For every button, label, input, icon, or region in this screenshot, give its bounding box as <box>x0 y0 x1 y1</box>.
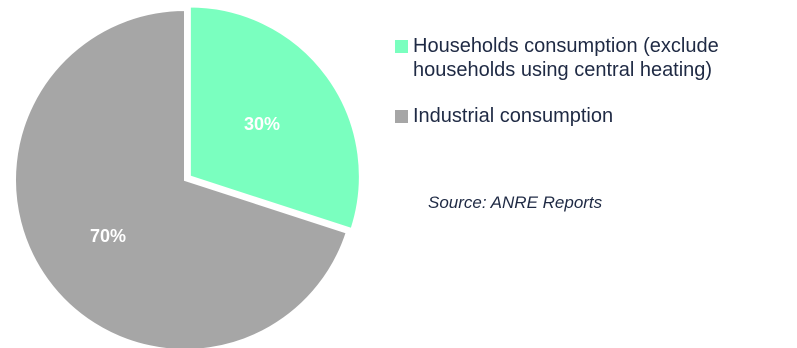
legend-label-households-line1: Households consumption (exclude <box>413 35 719 57</box>
slice-label-households: 30% <box>244 114 280 134</box>
legend-label-households-line2: households using central heating) <box>413 59 713 81</box>
slice-households <box>188 5 361 231</box>
legend-swatch-households <box>395 40 408 53</box>
source-note: Source: ANRE Reports <box>428 193 603 212</box>
slice-label-industrial: 70% <box>90 226 126 246</box>
chart-legend: Households consumption (exclude househol… <box>395 34 795 150</box>
legend-label-industrial: Industrial consumption <box>413 105 614 127</box>
slice-industrial <box>14 8 348 348</box>
legend-swatch-industrial <box>395 110 408 123</box>
legend-item-households: Households consumption (exclude househol… <box>395 34 795 82</box>
legend-item-industrial: Industrial consumption <box>395 104 795 128</box>
